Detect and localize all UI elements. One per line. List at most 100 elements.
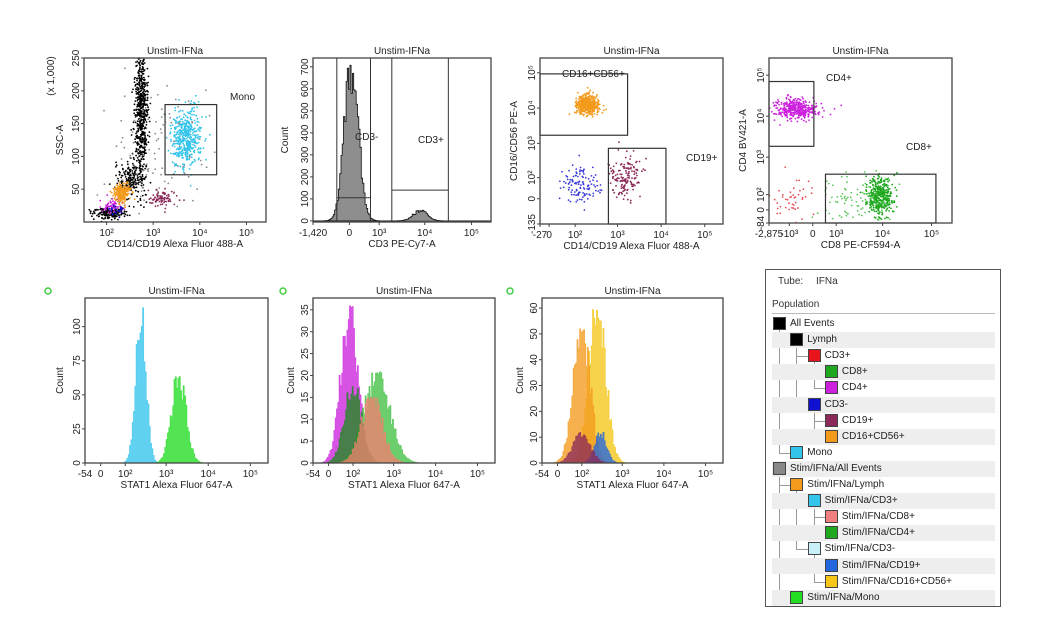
event-dot [870,189,873,192]
population-row[interactable]: Stim/IFNa/CD19+ [772,557,995,574]
event-dot [636,174,638,177]
event-dot [627,172,630,175]
population-row[interactable]: Stim/IFNa/CD8+ [772,509,995,525]
population-row[interactable]: Stim/IFNa/CD3- [772,541,995,557]
event-dot [791,112,793,114]
population-color-swatch[interactable] [807,542,821,556]
event-dot [196,134,199,136]
population-color-swatch[interactable] [790,478,804,491]
event-dot [802,102,805,105]
event-dot [825,180,828,183]
population-color-swatch[interactable] [807,397,821,411]
population-color-swatch[interactable] [824,429,838,443]
event-dot [137,62,140,64]
population-color-swatch[interactable] [824,526,838,540]
event-dot [886,178,889,181]
population-color-swatch[interactable] [824,558,838,572]
population-color-swatch[interactable] [790,445,804,459]
population-color-swatch[interactable] [824,365,838,379]
status-circle-icon[interactable] [506,287,514,295]
event-dot [166,197,169,199]
gate-rectangle[interactable] [164,103,218,176]
population-row[interactable]: CD8+ [772,364,995,381]
event-dot [580,198,583,201]
event-dot [579,169,581,172]
x-tick-label: 10⁴ [428,469,443,480]
gate-rectangle[interactable] [607,147,667,225]
event-dot [137,183,140,186]
gate-interval[interactable] [336,58,371,222]
event-dot [821,116,824,118]
event-dot [123,171,125,174]
event-dot [589,89,592,92]
y-axis-label: Count [286,367,297,394]
population-color-swatch[interactable] [807,494,821,508]
event-dot [123,185,126,187]
event-dot [139,136,142,138]
event-dot [178,199,181,202]
population-color-swatch[interactable] [773,317,786,330]
population-row[interactable]: CD3- [772,396,995,413]
event-dot [866,193,868,195]
event-dot [178,150,181,153]
population-color-swatch[interactable] [790,590,804,604]
population-color-swatch[interactable] [807,349,821,363]
event-dot [182,123,185,125]
population-row[interactable]: Stim/IFNa/CD3+ [772,493,995,510]
event-dot [139,104,142,107]
event-dot [139,164,141,167]
event-dot [186,136,189,139]
population-header: Population [772,299,820,310]
population-color-swatch[interactable] [824,413,838,427]
tube-info: Tube: IFNa [778,276,848,287]
event-dot [142,30,144,32]
population-row[interactable]: All Events [772,316,995,332]
status-circle-icon[interactable] [44,287,52,295]
event-dot [794,107,796,110]
event-dot [573,193,575,196]
event-dot [135,183,137,186]
population-color-swatch[interactable] [790,333,804,347]
event-dot [119,184,121,186]
population-row[interactable]: CD4+ [772,380,995,396]
event-dot [633,173,636,176]
event-dot [189,112,192,115]
event-dot [831,217,834,220]
population-color-swatch[interactable] [824,574,838,588]
event-dot [845,198,848,200]
event-dot [593,106,596,108]
population-row[interactable]: Stim/IFNa/Mono [772,589,995,606]
population-row[interactable]: CD3+ [772,348,995,364]
event-dot [862,184,864,187]
event-dot [807,104,810,107]
population-row[interactable]: CD19+ [772,413,995,429]
event-dot [889,191,892,193]
population-row[interactable]: Stim/IFNa/All Events [772,460,995,477]
event-dot [187,120,190,123]
population-color-swatch[interactable] [824,381,838,395]
event-dot [186,116,189,119]
event-dot [112,194,115,197]
gate-interval[interactable] [391,58,449,222]
population-row[interactable]: Stim/IFNa/CD16+CD56+ [772,574,995,590]
population-color-swatch[interactable] [773,461,786,475]
event-dot [878,180,880,183]
population-row[interactable]: Mono [772,445,995,461]
event-dot [600,189,603,192]
event-dot [888,206,891,209]
status-circle-icon[interactable] [279,287,287,295]
population-row[interactable]: CD16+CD56+ [772,428,995,445]
y-tick-label: 60 [529,302,540,314]
event-dot [888,202,891,204]
event-dot [592,107,595,110]
tree-connector [813,581,825,583]
event-dot [872,206,875,209]
population-row[interactable]: Stim/IFNa/CD4+ [772,525,995,542]
event-dot [103,183,106,186]
population-row[interactable]: Stim/IFNa/Lymph [772,477,995,493]
population-row[interactable]: Lymph [772,332,995,349]
event-dot [143,110,146,113]
population-color-swatch[interactable] [824,510,838,524]
event-dot [189,110,192,113]
event-dot [575,97,578,100]
